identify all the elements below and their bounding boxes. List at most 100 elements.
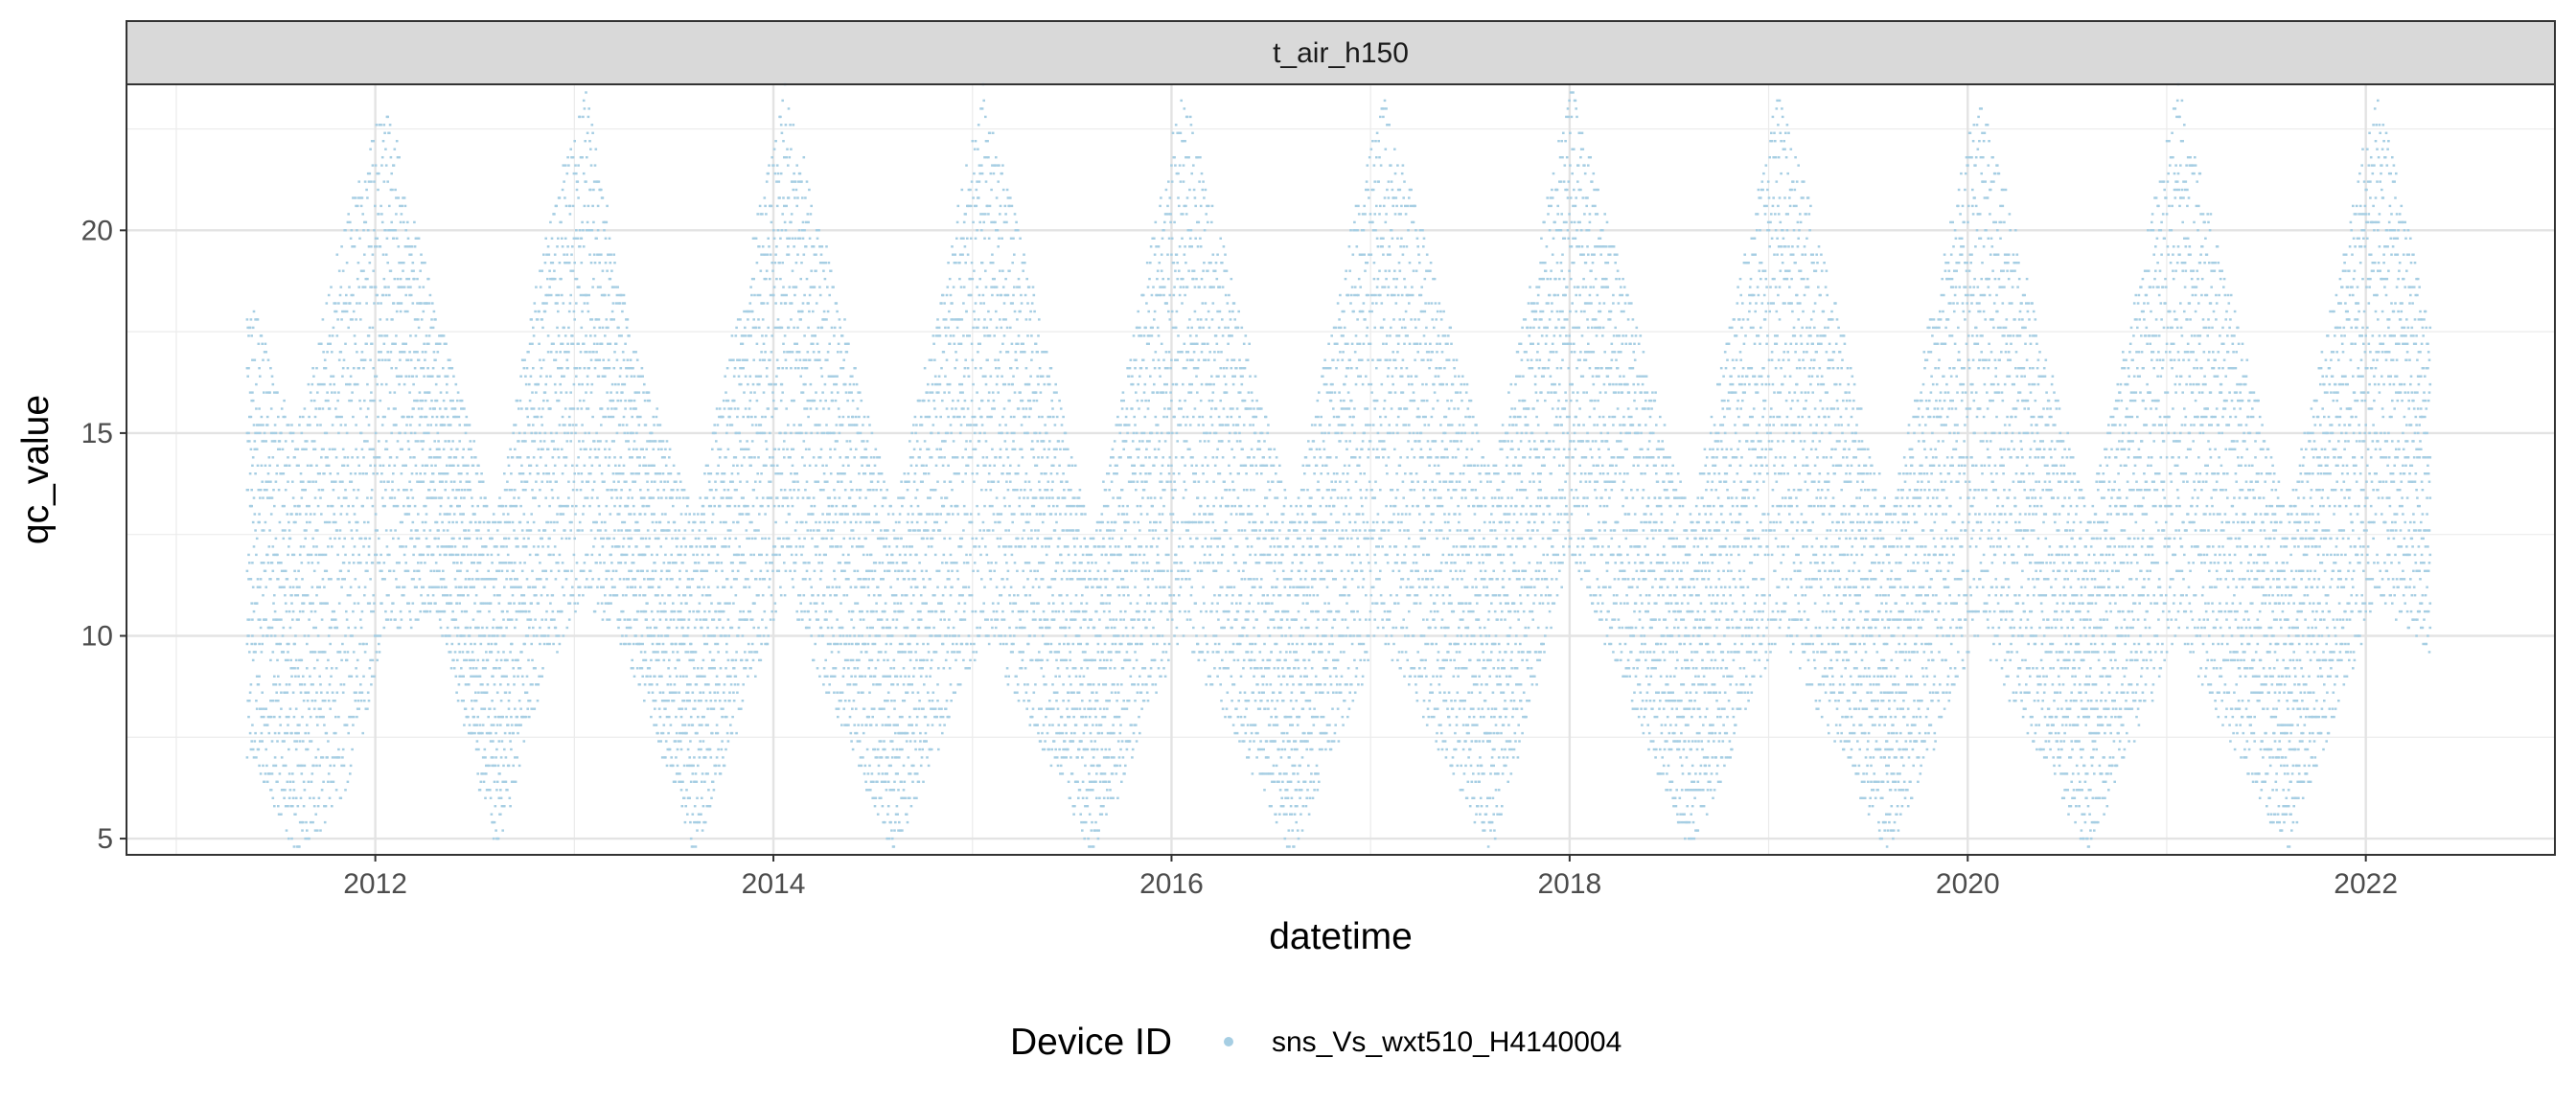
data-point	[338, 538, 341, 540]
data-point	[408, 278, 411, 280]
data-point	[401, 618, 403, 620]
data-point	[343, 456, 346, 458]
data-point	[303, 805, 306, 807]
data-point	[340, 765, 343, 767]
data-point	[420, 302, 423, 304]
data-point	[402, 343, 405, 345]
data-point	[288, 683, 291, 685]
data-point	[265, 765, 268, 767]
data-point	[308, 732, 310, 734]
data-point	[311, 683, 314, 685]
data-point	[343, 310, 346, 312]
data-point	[301, 659, 304, 661]
data-point	[399, 351, 402, 353]
data-point	[384, 286, 387, 288]
data-point	[287, 481, 289, 483]
data-point	[270, 513, 273, 515]
data-point	[353, 367, 356, 369]
data-point	[391, 489, 394, 491]
data-point	[315, 545, 318, 547]
data-point	[383, 627, 386, 629]
data-point	[425, 400, 427, 402]
data-point	[335, 310, 338, 312]
data-point	[355, 692, 357, 694]
data-point	[334, 302, 337, 304]
data-point	[295, 578, 298, 580]
data-point	[335, 667, 338, 669]
data-point	[390, 367, 393, 369]
data-point	[304, 732, 307, 734]
data-point	[415, 465, 418, 467]
data-point	[275, 643, 278, 645]
data-point	[423, 343, 426, 345]
data-point	[412, 496, 415, 498]
data-point	[365, 221, 368, 223]
data-point	[273, 391, 276, 393]
data-point	[270, 716, 273, 718]
data-point	[314, 554, 317, 556]
data-point	[275, 538, 278, 540]
data-point	[384, 489, 387, 491]
data-point	[297, 465, 300, 467]
data-point	[251, 359, 254, 361]
data-point	[297, 732, 300, 734]
data-point	[390, 270, 393, 272]
data-point	[329, 343, 332, 345]
data-point	[268, 529, 271, 531]
data-point	[398, 262, 401, 264]
data-point	[386, 318, 389, 320]
data-point	[394, 465, 397, 467]
data-point	[378, 172, 380, 174]
data-point	[372, 594, 375, 596]
data-point	[314, 448, 317, 450]
data-point	[352, 724, 355, 725]
data-point	[333, 765, 335, 767]
data-point	[272, 489, 275, 491]
data-point	[351, 391, 354, 393]
data-point	[261, 334, 264, 336]
data-point	[349, 383, 352, 385]
data-point	[357, 262, 360, 264]
data-point	[369, 538, 372, 540]
data-point	[264, 708, 267, 710]
data-point	[296, 513, 299, 515]
data-point	[299, 513, 302, 515]
data-point	[365, 562, 368, 564]
data-point	[271, 440, 274, 442]
data-point	[317, 805, 320, 807]
data-point	[287, 456, 289, 458]
data-point	[331, 545, 334, 547]
data-point	[369, 465, 372, 467]
data-point	[254, 643, 257, 645]
data-point	[408, 351, 411, 353]
data-point	[250, 740, 253, 742]
data-point	[336, 627, 339, 629]
data-point	[283, 472, 286, 474]
data-point	[251, 465, 254, 467]
data-point	[274, 732, 277, 734]
data-point	[344, 489, 347, 491]
data-point	[422, 351, 425, 353]
data-point	[264, 432, 266, 434]
data-point	[322, 716, 325, 718]
data-point	[259, 376, 262, 378]
data-point	[351, 538, 354, 540]
data-point	[415, 586, 418, 588]
data-point	[401, 351, 403, 353]
data-point	[340, 797, 343, 799]
data-point	[380, 481, 382, 483]
data-point	[343, 562, 346, 564]
data-point	[372, 610, 375, 612]
data-point	[314, 700, 317, 702]
data-point	[376, 294, 379, 296]
data-point	[293, 505, 296, 507]
data-point	[380, 302, 382, 304]
data-point	[356, 676, 358, 678]
data-point	[269, 367, 272, 369]
data-point	[258, 343, 261, 345]
data-point	[389, 570, 392, 572]
data-point	[287, 578, 289, 580]
data-point	[318, 651, 321, 653]
data-point	[390, 172, 393, 174]
data-point	[262, 634, 264, 636]
